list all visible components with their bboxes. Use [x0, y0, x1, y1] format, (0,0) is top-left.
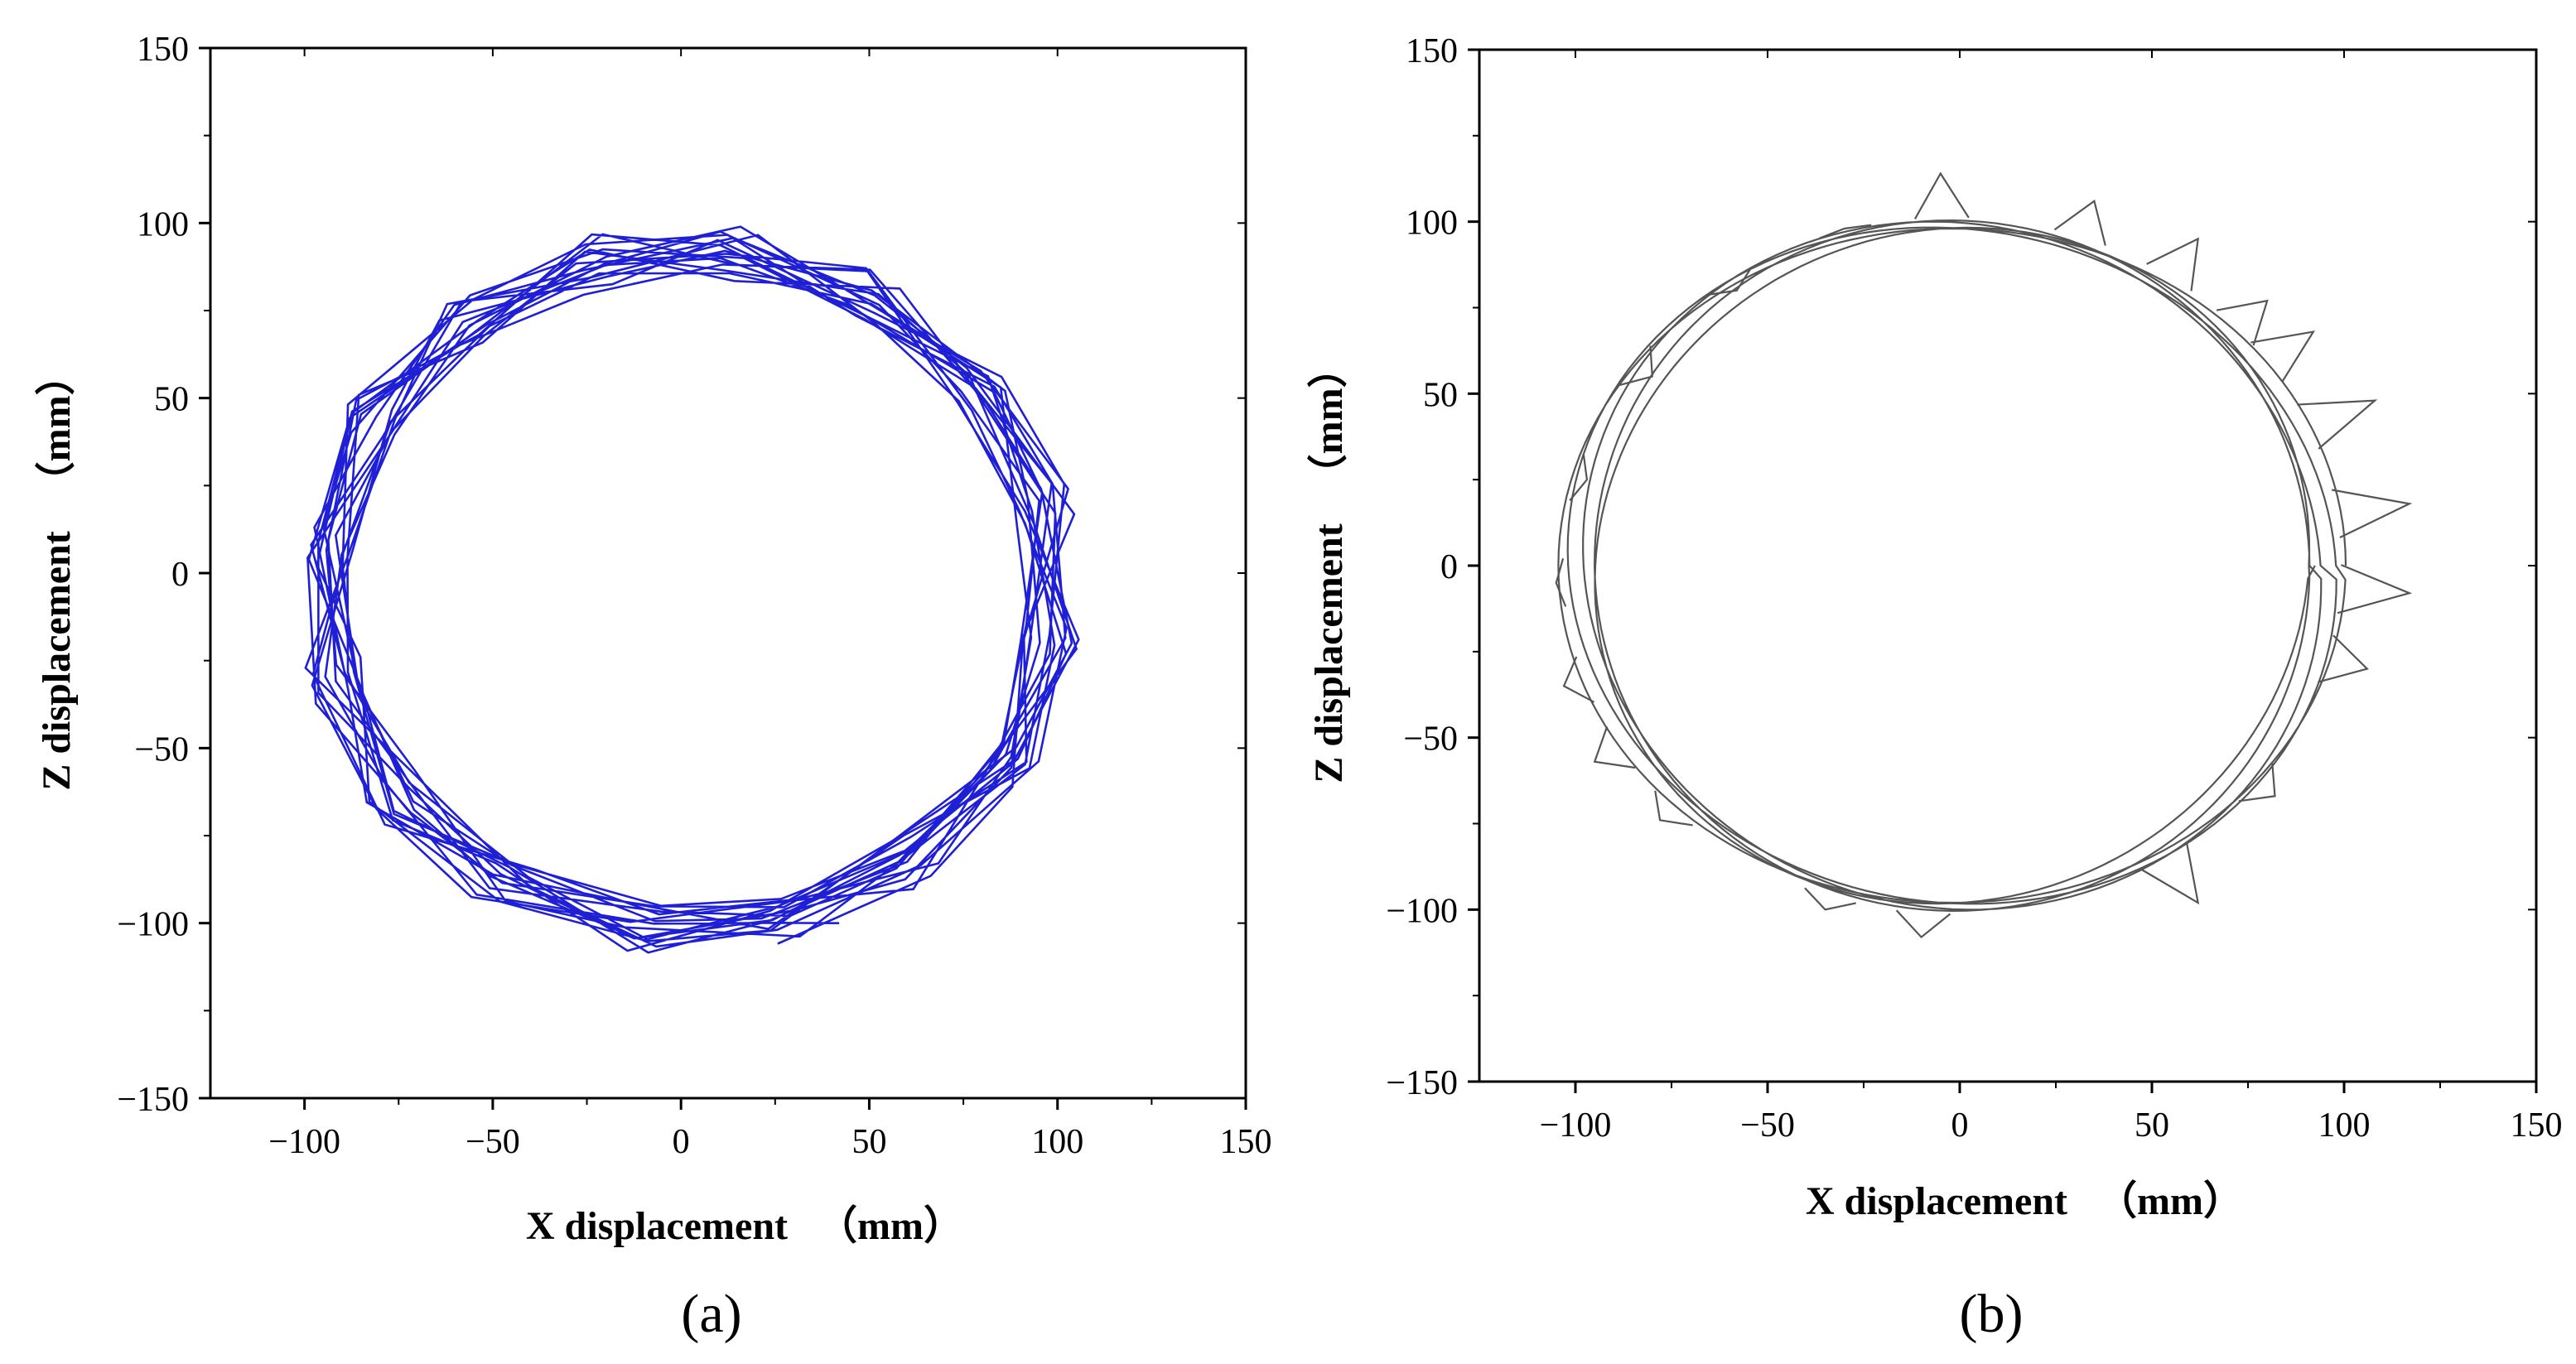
x-tick-label: 0 — [673, 1123, 690, 1161]
y-tick-label: −150 — [1386, 1064, 1458, 1102]
chart-a: −100 −50 0 50 100 150 −150 −100 −50 0 50 100 150 X di… — [35, 31, 1272, 1344]
trajectory-spike — [2337, 564, 2413, 615]
x-tick-label: −100 — [268, 1123, 340, 1161]
x-tick-label: 150 — [2511, 1106, 2563, 1145]
trajectory-spike — [1819, 224, 1872, 239]
x-tick-label: 50 — [2135, 1106, 2169, 1145]
trajectory-spike — [1593, 726, 1636, 769]
x-tick-label: 0 — [1951, 1106, 1969, 1145]
x-tick-label: 150 — [1220, 1123, 1272, 1161]
x-tick-label: −100 — [1540, 1106, 1612, 1145]
trajectory-spike — [1562, 656, 1595, 703]
trajectory-spike — [2332, 489, 2413, 538]
y-tick-label: 100 — [1406, 205, 1458, 243]
panel-label: (b) — [1960, 1284, 2024, 1344]
y-tick-label: −50 — [1403, 721, 1458, 759]
x-tick-label: −50 — [466, 1123, 520, 1161]
y-tick-label: 150 — [1406, 32, 1458, 70]
trajectory-spike — [2297, 399, 2378, 450]
x-tick-label: 100 — [2318, 1106, 2371, 1145]
trajectory-spike — [1804, 887, 1856, 911]
trajectory-spike — [1913, 171, 1970, 219]
y-tick-label: −150 — [117, 1081, 189, 1119]
trajectory-spike — [1707, 267, 1753, 296]
y-axis-title: Z displacement （mm） — [1307, 348, 1351, 783]
y-tick-label: 50 — [154, 381, 189, 419]
trajectory-spike — [1555, 558, 1567, 607]
y-tick-label: −100 — [117, 906, 189, 944]
y-tick-label: −50 — [134, 730, 189, 769]
x-tick-label: −50 — [1740, 1106, 1795, 1145]
chart-b: −100 −50 0 50 100 150 −150 −100 −50 0 50 100 150 X di… — [1307, 32, 2563, 1344]
series-line-trajectory — [304, 225, 1080, 954]
x-axis-title: X displacement （mm） — [1806, 1179, 2243, 1223]
series-line-trajectory — [1557, 219, 2347, 913]
trajectory-spike — [1569, 453, 1589, 502]
y-tick-label: 0 — [1440, 548, 1458, 586]
panel-label: (a) — [681, 1284, 741, 1344]
trajectory-spike — [2318, 634, 2369, 683]
x-tick-label: 50 — [851, 1123, 886, 1161]
trajectory-spike — [2250, 330, 2316, 383]
y-axis-title: Z displacement （mm） — [35, 355, 79, 790]
trajectory-spike — [1618, 345, 1653, 387]
y-tick-label: 50 — [1423, 376, 1458, 414]
trajectory-spike — [2141, 843, 2200, 905]
y-tick-label: 100 — [137, 205, 189, 243]
plot-frame — [1478, 48, 2538, 1083]
trajectory-spike — [1654, 790, 1693, 827]
y-tick-label: 150 — [137, 31, 189, 69]
trajectory-spike — [2146, 237, 2200, 292]
trajectory-spike — [2238, 763, 2276, 802]
x-axis-title: X displacement （mm） — [526, 1204, 963, 1248]
trajectory-spike — [2216, 299, 2269, 346]
x-tick-label: 100 — [1031, 1123, 1083, 1161]
plot-frame — [209, 46, 1247, 1100]
trajectory-spike — [1895, 909, 1951, 939]
trajectory-spike — [2053, 199, 2106, 246]
y-tick-label: −100 — [1386, 892, 1458, 930]
y-tick-label: 0 — [171, 556, 189, 594]
